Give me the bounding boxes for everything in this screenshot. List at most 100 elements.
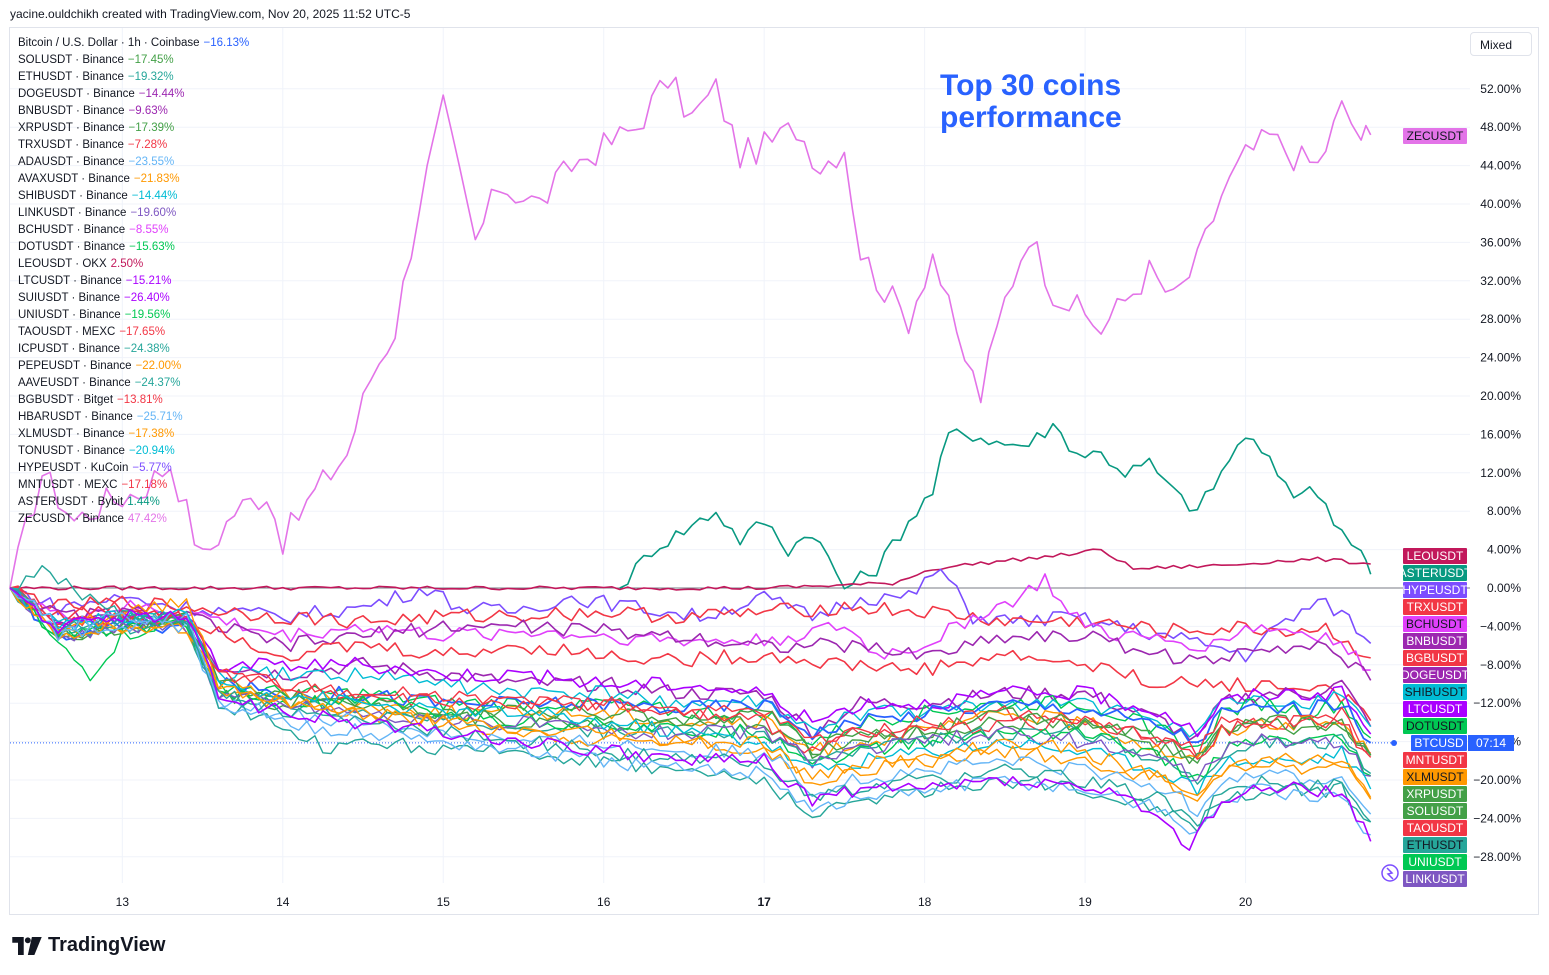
series-line-taousdt[interactable] <box>9 587 1372 760</box>
legend-row[interactable]: ETHUSDT · Binance −19.32% <box>18 69 249 86</box>
series-line-asterusdt[interactable] <box>619 422 1372 590</box>
legend-series-value: −24.37% <box>134 377 181 389</box>
legend-series-value: −15.21% <box>125 275 172 287</box>
legend-row[interactable]: ICPUSDT · Binance −24.38% <box>18 341 249 358</box>
series-line-solusdt[interactable] <box>9 587 1372 765</box>
legend-series-value: −21.83% <box>133 173 180 185</box>
legend-series-value: −17.39% <box>128 122 175 134</box>
legend-row[interactable]: SHIBUSDT · Binance −14.44% <box>18 188 249 205</box>
series-line-ltcusdt[interactable] <box>9 587 1372 738</box>
legend-row[interactable]: TAOUSDT · MEXC −17.65% <box>18 324 249 341</box>
legend-series-value: −19.60% <box>130 207 177 219</box>
series-line-aaveusdt[interactable] <box>9 587 1372 827</box>
series-line-pepeusdt[interactable] <box>9 587 1372 802</box>
series-line-btcusd[interactable] <box>9 587 1372 744</box>
legend-series-value: −17.45% <box>127 54 174 66</box>
legend-row[interactable]: MNTUSDT · MEXC −17.18% <box>18 477 249 494</box>
series-line-ethusdt[interactable] <box>9 587 1372 785</box>
series-line-tonusdt[interactable] <box>9 587 1372 797</box>
series-line-leousdt[interactable] <box>9 548 1371 591</box>
scale-mode-button[interactable]: Mixed <box>1470 32 1532 56</box>
last-label-text: SOLUSDT <box>1407 804 1464 818</box>
legend-row[interactable]: BNBUSDT · Binance −9.63% <box>18 103 249 120</box>
legend-row[interactable]: ADAUSDT · Binance −23.55% <box>18 154 249 171</box>
replay-icon[interactable] <box>1381 864 1399 882</box>
series-line-bgbusdt[interactable] <box>9 587 1372 722</box>
legend-series-value: −25.71% <box>136 411 183 423</box>
legend-row[interactable]: LTCUSDT · Binance −15.21% <box>18 273 249 290</box>
series-line-xrpusdt[interactable] <box>9 587 1372 764</box>
legend-row[interactable]: XRPUSDT · Binance −17.39% <box>18 120 249 137</box>
legend-series-value: −19.32% <box>127 71 174 83</box>
legend-row[interactable]: LEOUSDT · OKX 2.50% <box>18 256 249 273</box>
legend-row[interactable]: TRXUSDT · Binance −7.28% <box>18 137 249 154</box>
last-label-box <box>1403 718 1467 734</box>
series-line-avaxusdt[interactable] <box>9 587 1372 798</box>
legend-row[interactable]: SOLUSDT · Binance −17.45% <box>18 52 249 69</box>
x-tick-label: 19 <box>1078 895 1092 909</box>
legend-row[interactable]: HYPEUSDT · KuCoin −5.77% <box>18 460 249 477</box>
y-tick-label: 8.00% <box>1487 504 1521 518</box>
series-line-zecusdt[interactable] <box>9 76 1372 589</box>
legend-series-value: −17.38% <box>128 428 175 440</box>
last-label-btcusd: BTCUSD 07:14 <box>1391 735 1514 751</box>
series-line-suiusdt[interactable] <box>9 587 1372 851</box>
legend-row[interactable]: HBARUSDT · Binance −25.71% <box>18 409 249 426</box>
last-label-text: XLMUSDT <box>1406 770 1464 784</box>
last-label-box <box>1403 769 1467 785</box>
last-label-text: SHIBUSDT <box>1405 685 1466 699</box>
last-value-labels: ZECUSDT LEOUSDT ASTERUSDT HYPEUSDT TRXUSDT BC… <box>1391 128 1514 887</box>
legend-series-name: ETHUSDT · Binance <box>18 71 124 83</box>
x-tick-label: 14 <box>276 895 290 909</box>
legend-series-name: Bitcoin / U.S. Dollar · 1h · Coinbase <box>18 37 200 49</box>
last-label-box <box>1403 667 1467 683</box>
last-label-text: TAOUSDT <box>1407 821 1464 835</box>
tradingview-brand: TradingView <box>12 934 165 957</box>
last-label-text: ASTERUSDT <box>1399 566 1472 580</box>
legend-series-name: AAVEUSDT · Binance <box>18 377 131 389</box>
legend-row[interactable]: DOGEUSDT · Binance −14.44% <box>18 86 249 103</box>
legend-series-name: ADAUSDT · Binance <box>18 156 125 168</box>
legend-row[interactable]: ZECUSDT · Binance 47.42% <box>18 511 249 528</box>
x-axis: 13 14 15 16 17 18 19 20 <box>116 895 1253 909</box>
legend-series-value: 47.42% <box>127 513 167 525</box>
last-label-leousdt: LEOUSDT <box>1403 548 1467 564</box>
x-tick-label: 16 <box>597 895 611 909</box>
series-line-bnbusdt[interactable] <box>9 587 1372 681</box>
legend-row[interactable]: DOTUSDT · Binance −15.63% <box>18 239 249 256</box>
y-tick-label: 4.00% <box>1487 543 1521 557</box>
legend-series-value: −13.81% <box>117 394 163 406</box>
legend-row[interactable]: ASTERUSDT · Bybit 1.44% <box>18 494 249 511</box>
legend-series-name: HYPEUSDT · KuCoin <box>18 462 129 474</box>
legend-row[interactable]: AVAXUSDT · Binance −21.83% <box>18 171 249 188</box>
legend-row[interactable]: XLMUSDT · Binance −17.38% <box>18 426 249 443</box>
legend-series-name: SHIBUSDT · Binance <box>18 190 128 202</box>
legend-row[interactable]: AAVEUSDT · Binance −24.37% <box>18 375 249 392</box>
series-line-trxusdt[interactable] <box>9 585 1371 659</box>
series-line-dogeusdt[interactable] <box>9 587 1372 741</box>
legend-row[interactable]: PEPEUSDT · Binance −22.00% <box>18 358 249 375</box>
last-label-asterusdt: ASTERUSDT <box>1399 565 1472 581</box>
legend-series-name: LTCUSDT · Binance <box>18 275 122 287</box>
legend-series-value: 2.50% <box>110 258 144 270</box>
legend-row[interactable]: BGBUSDT · Bitget −13.81% <box>18 392 249 409</box>
y-tick-label: 16.00% <box>1480 427 1521 441</box>
last-label-zecusdt: ZECUSDT <box>1403 128 1467 144</box>
series-line-icpusdt[interactable] <box>9 565 1371 833</box>
series-line-hbarusdt[interactable] <box>9 587 1371 836</box>
last-label-box <box>1403 820 1467 836</box>
legend-row[interactable]: TONUSDT · Binance −20.94% <box>18 443 249 460</box>
legend-row[interactable]: UNIUSDT · Binance −19.56% <box>18 307 249 324</box>
last-label-solusdt: SOLUSDT <box>1403 803 1467 819</box>
legend-row[interactable]: SUIUSDT · Binance −26.40% <box>18 290 249 307</box>
legend-series-name: SOLUSDT · Binance <box>18 54 124 66</box>
legend-row[interactable]: Bitcoin / U.S. Dollar · 1h · Coinbase −16… <box>18 35 249 52</box>
legend-series-name: BNBUSDT · Binance <box>18 105 125 117</box>
legend-row[interactable]: LINKUSDT · Binance −19.60% <box>18 205 249 222</box>
last-label-mntusdt: MNTUSDT <box>1403 752 1467 768</box>
x-tick-label: 18 <box>918 895 932 909</box>
legend-row[interactable]: BCHUSDT · Binance −8.55% <box>18 222 249 239</box>
legend-series-name: XRPUSDT · Binance <box>18 122 125 134</box>
btc-countdown: 07:14 <box>1476 736 1506 750</box>
